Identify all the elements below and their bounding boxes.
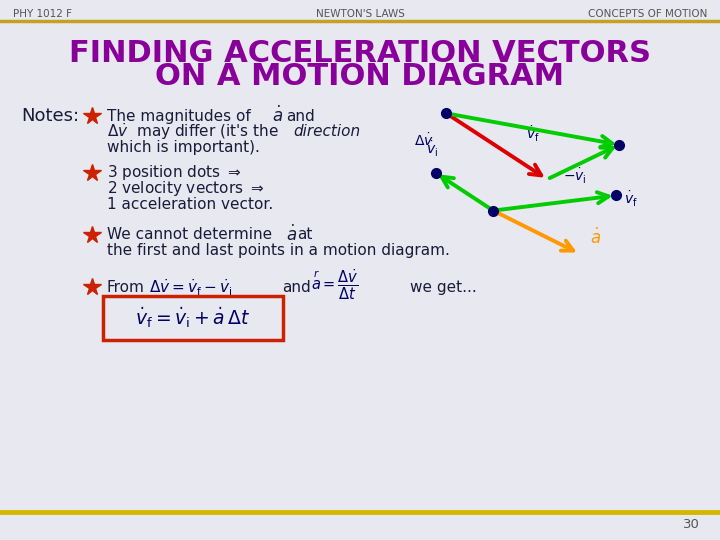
Text: $\dot{a}$: $\dot{a}$ bbox=[286, 225, 297, 245]
Text: the first and last points in a motion diagram.: the first and last points in a motion di… bbox=[107, 243, 449, 258]
Text: $-\dot{v}_{\rm i}$: $-\dot{v}_{\rm i}$ bbox=[563, 167, 587, 186]
Text: direction: direction bbox=[293, 124, 360, 139]
Text: and: and bbox=[282, 280, 311, 295]
Text: ON A MOTION DIAGRAM: ON A MOTION DIAGRAM bbox=[156, 62, 564, 91]
Text: Notes:: Notes: bbox=[22, 107, 80, 125]
Text: and: and bbox=[287, 109, 315, 124]
Text: $\Delta\dot{v}$: $\Delta\dot{v}$ bbox=[413, 133, 433, 149]
Text: 2 velocity vectors $\Rightarrow$: 2 velocity vectors $\Rightarrow$ bbox=[107, 179, 264, 198]
Text: $\Delta\dot{v} = \dot{v}_{\rm f} - \dot{v}_{\rm i}$: $\Delta\dot{v} = \dot{v}_{\rm f} - \dot{… bbox=[149, 277, 233, 298]
Text: at: at bbox=[297, 227, 312, 242]
Text: $\Delta\dot{v}$  may differ (it's the: $\Delta\dot{v}$ may differ (it's the bbox=[107, 122, 279, 142]
Text: which is important).: which is important). bbox=[107, 140, 259, 155]
Text: CONCEPTS OF MOTION: CONCEPTS OF MOTION bbox=[588, 9, 707, 19]
Text: 1 acceleration vector.: 1 acceleration vector. bbox=[107, 197, 273, 212]
FancyBboxPatch shape bbox=[103, 296, 283, 340]
Text: we get...: we get... bbox=[410, 280, 477, 295]
Text: We cannot determine: We cannot determine bbox=[107, 227, 271, 242]
Text: NEWTON'S LAWS: NEWTON'S LAWS bbox=[315, 9, 405, 19]
Text: $\dot{v}_{\rm f} = \dot{v}_{\rm i} + \dot{a}\,\Delta t$: $\dot{v}_{\rm f} = \dot{v}_{\rm i} + \do… bbox=[135, 306, 251, 330]
Text: $\dot{a}$: $\dot{a}$ bbox=[590, 228, 601, 248]
Text: The magnitudes of: The magnitudes of bbox=[107, 109, 251, 124]
Text: 3 position dots $\Rightarrow$: 3 position dots $\Rightarrow$ bbox=[107, 163, 241, 183]
Text: $\dot{v}_{\rm f}$: $\dot{v}_{\rm f}$ bbox=[624, 190, 638, 210]
Text: $\dot{v}_{\rm f}$: $\dot{v}_{\rm f}$ bbox=[526, 125, 540, 144]
Text: 30: 30 bbox=[683, 518, 700, 531]
Text: FINDING ACCELERATION VECTORS: FINDING ACCELERATION VECTORS bbox=[69, 39, 651, 69]
Text: PHY 1012 F: PHY 1012 F bbox=[13, 9, 72, 19]
Text: $\dot{v}_{\rm i}$: $\dot{v}_{\rm i}$ bbox=[426, 140, 438, 159]
Text: $\dot{a}$: $\dot{a}$ bbox=[272, 106, 283, 126]
Text: $\overset{r}{a} = \dfrac{\Delta\dot{v}}{\Delta t}$: $\overset{r}{a} = \dfrac{\Delta\dot{v}}{… bbox=[311, 267, 359, 302]
Text: From: From bbox=[107, 280, 145, 295]
